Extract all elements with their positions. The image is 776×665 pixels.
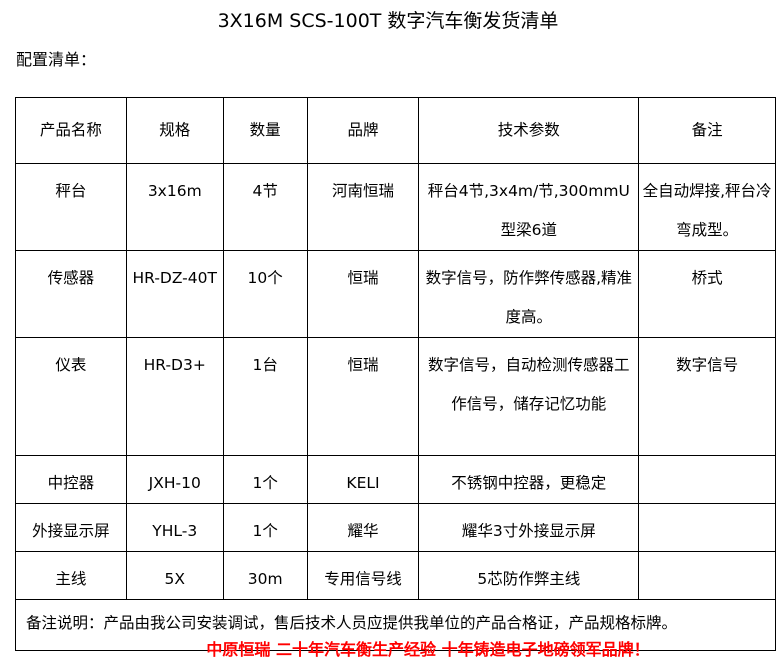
table-row: 仪表 HR-D3+ 1台 恒瑞 数字信号，自动检测传感器工作信号，储存记忆功能 …	[15, 337, 776, 456]
note-row: 备注说明：产品由我公司安装调试，售后技术人员应提供我单位的产品合格证，产品规格标…	[15, 599, 776, 651]
table-header-row: 产品名称 规格 数量 品牌 技术参数 备注	[15, 97, 776, 164]
cell: 30m	[222, 551, 308, 600]
cell: 数字信号，自动检测传感器工作信号，储存记忆功能	[418, 337, 640, 456]
cell: 恒瑞	[306, 337, 420, 456]
cell: 桥式	[638, 250, 776, 338]
header-cell: 规格	[125, 97, 224, 164]
header-cell: 品牌	[306, 97, 420, 164]
cell: 秤台4节,3x4m/节,300mmU型梁6道	[418, 163, 640, 251]
cell: 耀华	[306, 503, 420, 552]
cell: 5X	[125, 551, 224, 600]
header-cell: 技术参数	[418, 97, 640, 164]
slogan: 中原恒瑞 二十年汽车衡生产经验 十年铸造电子地磅领军品牌！	[206, 640, 650, 659]
cell: 耀华3寸外接显示屏	[418, 503, 640, 552]
table-row: 传感器 HR-DZ-40T 10个 恒瑞 数字信号，防作弊传感器,精准度高。 桥…	[15, 250, 776, 338]
header-cell: 数量	[222, 97, 308, 164]
cell: 1个	[222, 503, 308, 552]
header-cell: 产品名称	[15, 97, 127, 164]
header-cell: 备注	[638, 97, 776, 164]
cell: YHL-3	[125, 503, 224, 552]
cell: 专用信号线	[306, 551, 420, 600]
cell: HR-DZ-40T	[125, 250, 224, 338]
table-row: 中控器 JXH-10 1个 KELI 不锈钢中控器，更稳定	[15, 455, 776, 504]
section-label: 配置清单：	[16, 50, 97, 69]
cell: 10个	[222, 250, 308, 338]
shipping-list-table: 产品名称 规格 数量 品牌 技术参数 备注 秤台 3x16m 4节 河南恒瑞 秤…	[15, 97, 776, 651]
cell: 传感器	[15, 250, 127, 338]
cell: 全自动焊接,秤台冷弯成型。	[638, 163, 776, 251]
cell	[638, 551, 776, 600]
cell: JXH-10	[125, 455, 224, 504]
cell: 主线	[15, 551, 127, 600]
cell: 仪表	[15, 337, 127, 456]
cell: 4节	[222, 163, 308, 251]
cell: 1个	[222, 455, 308, 504]
cell	[638, 455, 776, 504]
cell: 3x16m	[125, 163, 224, 251]
table-row: 秤台 3x16m 4节 河南恒瑞 秤台4节,3x4m/节,300mmU型梁6道 …	[15, 163, 776, 251]
cell: 数字信号，防作弊传感器,精准度高。	[418, 250, 640, 338]
cell: 外接显示屏	[15, 503, 127, 552]
cell: HR-D3+	[125, 337, 224, 456]
document-title: 3X16M SCS-100T 数字汽车衡发货清单	[217, 10, 559, 32]
cell: 恒瑞	[306, 250, 420, 338]
cell: 秤台	[15, 163, 127, 251]
table-row: 主线 5X 30m 专用信号线 5芯防作弊主线	[15, 551, 776, 600]
note-text: 备注说明：产品由我公司安装调试，售后技术人员应提供我单位的产品合格证，产品规格标…	[15, 599, 776, 651]
cell: 数字信号	[638, 337, 776, 456]
cell	[638, 503, 776, 552]
cell: KELI	[306, 455, 420, 504]
cell: 1台	[222, 337, 308, 456]
cell: 不锈钢中控器，更稳定	[418, 455, 640, 504]
cell: 5芯防作弊主线	[418, 551, 640, 600]
cell: 中控器	[15, 455, 127, 504]
table-row: 外接显示屏 YHL-3 1个 耀华 耀华3寸外接显示屏	[15, 503, 776, 552]
cell: 河南恒瑞	[306, 163, 420, 251]
